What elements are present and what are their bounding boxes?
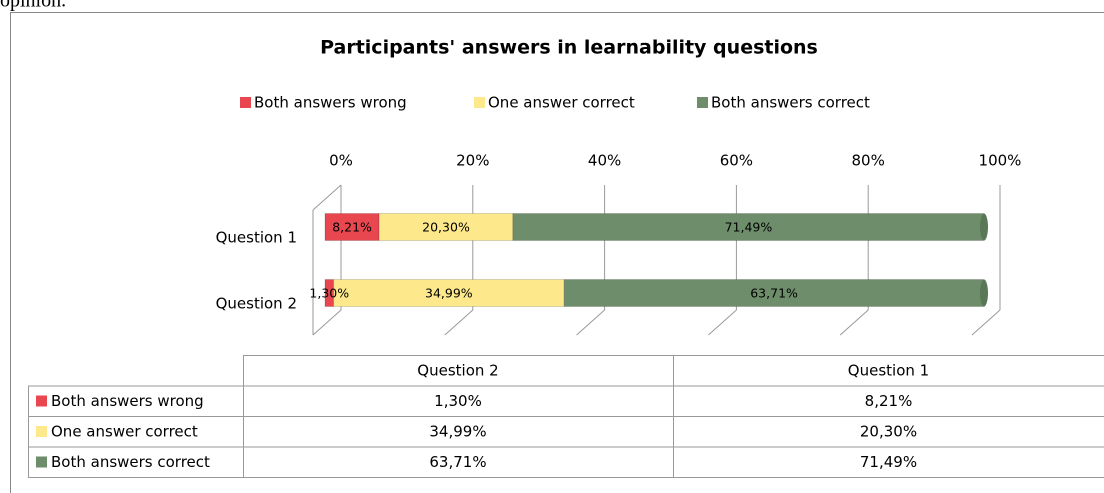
- grid-line: [312, 309, 342, 336]
- x-tick-label: 100%: [979, 152, 1022, 170]
- data-label: 1,30%: [309, 286, 349, 301]
- table-row-label: One answer correct: [51, 423, 198, 441]
- x-tick-label: 20%: [456, 152, 489, 170]
- table-row: [28, 446, 1104, 478]
- table-row-label: Both answers correct: [51, 453, 210, 471]
- bar-segment: [324, 213, 380, 241]
- table-cell: 71,49%: [860, 453, 917, 471]
- chart-title: Participants' answers in learnability qu…: [320, 37, 818, 59]
- axis-wall: [312, 184, 342, 211]
- legend-label: Both answers wrong: [254, 94, 407, 112]
- table-cell: 63,71%: [429, 453, 486, 471]
- bar-segment: [378, 213, 514, 241]
- data-label: 34,99%: [425, 286, 473, 301]
- x-tick-label: 40%: [588, 152, 621, 170]
- grid-line: [839, 309, 869, 336]
- table-column-header: Question 1: [848, 362, 929, 380]
- data-label: 20,30%: [422, 220, 470, 235]
- legend-swatch: [697, 97, 708, 108]
- bar-end: [980, 213, 988, 241]
- data-label: 8,21%: [332, 220, 372, 235]
- data-label: 71,49%: [725, 220, 773, 235]
- caption-fragment: opinion.: [0, 0, 66, 12]
- grid-line: [444, 309, 474, 336]
- data-label: 63,71%: [750, 286, 798, 301]
- x-tick-label: 0%: [329, 152, 353, 170]
- table-cell: 1,30%: [434, 392, 482, 410]
- table-cell: 8,21%: [865, 392, 913, 410]
- legend-label: One answer correct: [488, 94, 635, 112]
- table-cell: 34,99%: [429, 423, 486, 441]
- bar-end: [980, 279, 988, 307]
- table-cell: 20,30%: [860, 423, 917, 441]
- table-swatch: [36, 456, 47, 468]
- legend-swatch: [474, 97, 485, 108]
- table-swatch: [36, 426, 47, 437]
- bar-segment: [333, 279, 565, 307]
- table-swatch: [36, 395, 47, 407]
- legend-swatch: [240, 97, 251, 108]
- grid-line: [971, 309, 1001, 336]
- y-tick-label: Question 1: [216, 229, 297, 247]
- y-tick-label: Question 2: [216, 295, 297, 313]
- grid-line: [576, 309, 605, 336]
- grid-line: [708, 309, 737, 336]
- legend-label: Both answers correct: [711, 94, 870, 112]
- table-column-header: Question 2: [417, 362, 498, 380]
- x-tick-label: 60%: [720, 152, 753, 170]
- table-row-label: Both answers wrong: [51, 392, 204, 410]
- chart-frame: [10, 12, 1104, 493]
- x-tick-label: 80%: [852, 152, 885, 170]
